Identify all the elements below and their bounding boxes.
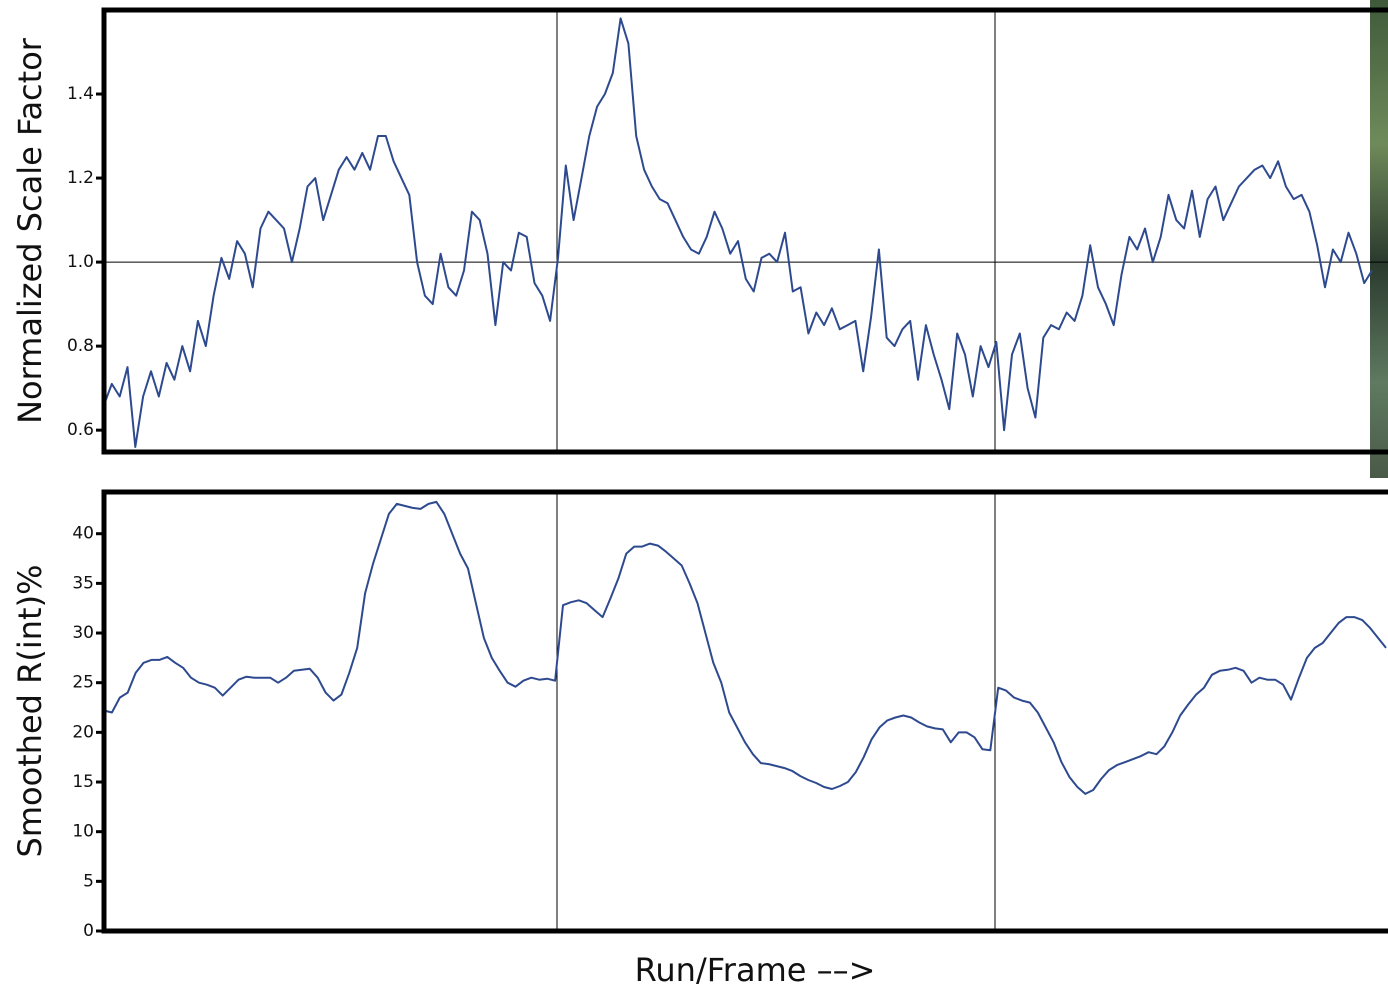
axis-frame bbox=[104, 492, 1388, 931]
y-tick-label: 35 bbox=[72, 573, 94, 593]
axis-frame bbox=[104, 10, 1388, 452]
y-tick-label: 0 bbox=[83, 921, 94, 941]
y-axis-label: Normalized Scale Factor bbox=[11, 37, 49, 424]
y-tick-label: 5 bbox=[83, 871, 94, 891]
y-tick-label: 1.0 bbox=[67, 252, 94, 272]
x-axis-label: Run/Frame ––> bbox=[635, 951, 876, 989]
y-tick-label: 40 bbox=[72, 524, 94, 544]
page: Normalized Scale Factor Smoothed R(int)%… bbox=[0, 0, 1388, 990]
y-tick-label: 10 bbox=[72, 822, 94, 842]
photo-strip bbox=[1370, 0, 1388, 478]
y-tick-label: 0.6 bbox=[67, 420, 94, 440]
y-axis-label: Smoothed R(int)% bbox=[11, 565, 49, 858]
chart: Normalized Scale Factor Smoothed R(int)%… bbox=[0, 0, 1388, 990]
y-tick-label: 1.2 bbox=[67, 168, 94, 188]
y-tick-label: 15 bbox=[72, 772, 94, 792]
y-tick-label: 0.8 bbox=[67, 336, 94, 356]
y-tick-label: 30 bbox=[72, 623, 94, 643]
data-line bbox=[104, 18, 1372, 447]
y-tick-label: 25 bbox=[72, 673, 94, 693]
y-tick-label: 20 bbox=[72, 722, 94, 742]
data-line bbox=[104, 502, 1386, 794]
y-tick-label: 1.4 bbox=[67, 84, 94, 104]
